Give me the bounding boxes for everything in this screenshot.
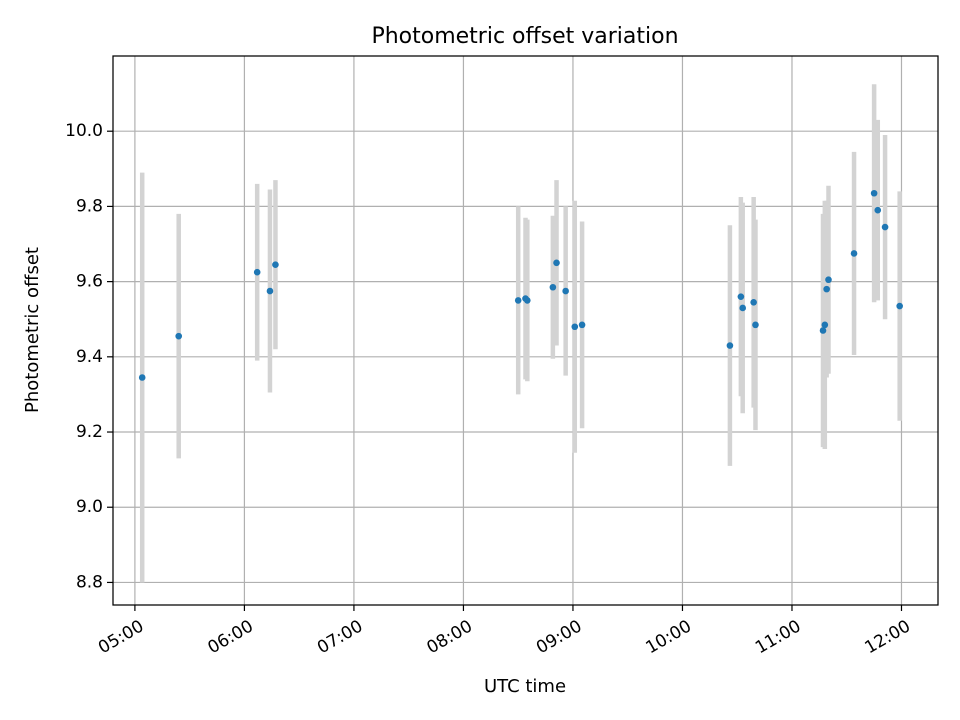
data-point — [874, 206, 882, 214]
data-point — [571, 323, 579, 331]
grid — [113, 56, 938, 605]
y-tick-label: 9.6 — [76, 272, 103, 292]
chart-title: Photometric offset variation — [371, 24, 678, 49]
data-point — [266, 287, 274, 295]
data-point — [752, 321, 759, 329]
data-point — [870, 189, 878, 197]
y-tick-label: 9.4 — [76, 347, 103, 367]
y-tick-label: 9.8 — [76, 196, 103, 216]
data-point — [881, 223, 889, 231]
y-tick-label: 9.0 — [76, 497, 103, 517]
data-point — [819, 327, 827, 334]
data-point — [514, 297, 522, 304]
data-point — [253, 268, 261, 276]
y-tick-label: 9.2 — [76, 422, 103, 442]
data-point — [272, 261, 279, 268]
data-point — [739, 304, 747, 312]
data-point — [138, 374, 146, 381]
data-point — [549, 283, 557, 291]
y-axis-label: Photometric offset — [22, 247, 43, 413]
data-point — [825, 276, 832, 284]
data-point — [823, 285, 830, 293]
plot-frame — [112, 55, 939, 606]
y-tick-label: 8.8 — [76, 572, 103, 592]
x-axis-label: UTC time — [484, 676, 566, 697]
data-point — [821, 321, 829, 329]
y-tick-label: 10.0 — [65, 121, 103, 141]
data-point — [578, 321, 586, 329]
data-point — [562, 287, 569, 295]
data-point — [553, 259, 560, 267]
data-point — [524, 297, 531, 304]
data-point — [850, 250, 858, 257]
data-points — [138, 189, 903, 381]
data-point — [737, 293, 745, 300]
data-point — [175, 332, 183, 340]
data-point — [896, 302, 903, 310]
data-point — [750, 298, 757, 306]
data-point — [726, 342, 734, 349]
